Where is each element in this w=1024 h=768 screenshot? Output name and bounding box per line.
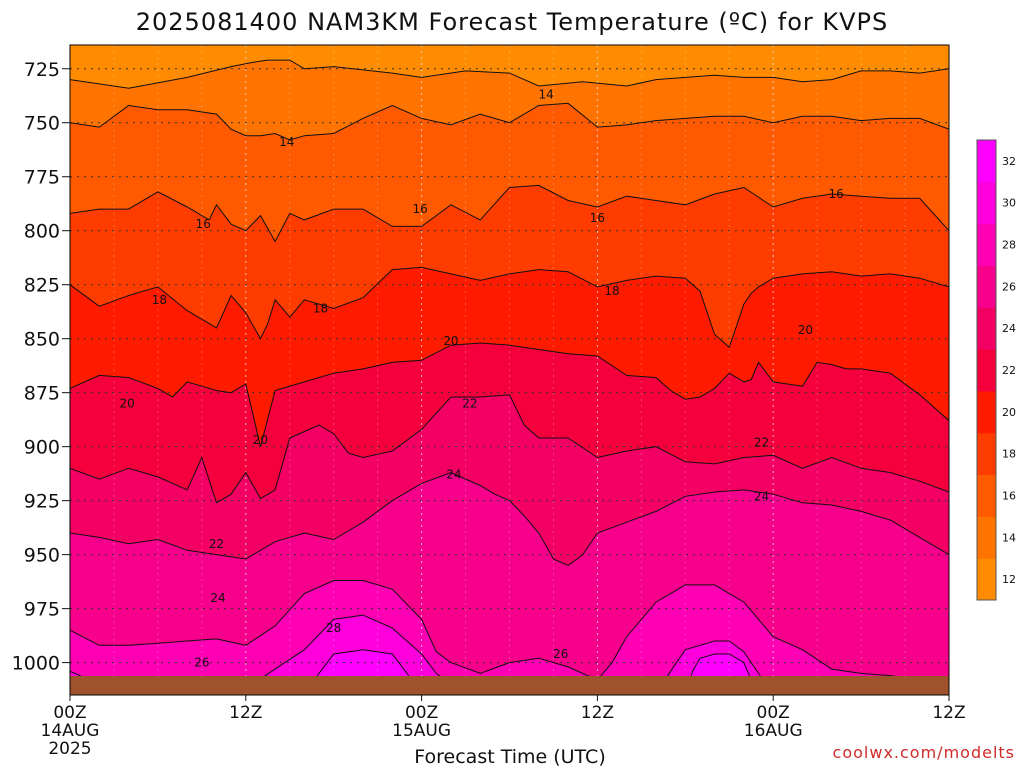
colorbar-label: 30: [1002, 197, 1016, 210]
contour-lines: [70, 59, 949, 695]
contour-16: [70, 102, 949, 141]
y-tick-label: 875: [24, 383, 60, 405]
colorbar-swatch: [977, 516, 996, 559]
x-tick-label: 12Z: [581, 703, 614, 723]
x-axis-title: Forecast Time (UTC): [414, 746, 605, 768]
y-tick-label: 975: [24, 599, 60, 621]
x-tick-label: 00Z: [405, 703, 438, 723]
contour-label: 22: [462, 396, 477, 410]
contour-label: 18: [604, 284, 619, 298]
colorbar-swatch: [977, 307, 996, 350]
x-tick-date: 14AUG: [41, 721, 100, 741]
x-tick-date: 16AUG: [744, 721, 803, 741]
contour-28: [70, 580, 949, 685]
y-axis: 725 750 775 800 825 850 875 900 925 950 975 1000: [12, 59, 70, 675]
credit-text: coolwx.com/modelts: [833, 743, 1015, 762]
colorbar-swatch: [977, 265, 996, 308]
y-tick-label: 1000: [12, 653, 60, 675]
contour-label: 24: [210, 591, 225, 605]
colorbar-label: 12: [1002, 573, 1016, 586]
x-tick-year: 2025: [48, 739, 91, 759]
colorbar-swatch: [977, 223, 996, 266]
contour-label: 16: [412, 202, 427, 216]
contour-label: 18: [313, 301, 328, 315]
contour-label: 16: [829, 187, 844, 201]
y-tick-label: 800: [24, 221, 60, 243]
chart-title: 2025081400 NAM3KM Forecast Temperature (…: [136, 8, 889, 36]
contour-32: [70, 649, 949, 695]
colorbar-label: 18: [1002, 448, 1016, 461]
contour-label: 26: [194, 656, 209, 670]
colorbar-label: 14: [1002, 531, 1016, 544]
colorbar-swatch: [977, 474, 996, 517]
contour-24: [70, 394, 949, 504]
colorbar-label: 22: [1002, 364, 1016, 377]
colorbar-frame: [976, 139, 997, 601]
x-tick-label: 00Z: [757, 703, 790, 723]
contour-label: 22: [754, 435, 769, 449]
colorbar-swatch: [977, 140, 996, 183]
colorbar-label: 32: [1002, 155, 1016, 168]
colorbar: 12 14 16 18 20 22 24 26 28 30 32: [976, 139, 1016, 601]
contour-14: [70, 59, 949, 89]
grid-lines: [70, 45, 949, 695]
contour-26: [70, 472, 949, 566]
plot-frame: [69, 44, 950, 696]
contour-18: [70, 184, 949, 243]
x-tick-date: 15AUG: [392, 721, 451, 741]
contour-label: 16: [196, 217, 211, 231]
contour-label: 20: [798, 323, 813, 337]
colorbar-swatch: [977, 390, 996, 434]
colorbar-swatch: [977, 349, 996, 392]
x-tick-label: 00Z: [53, 703, 86, 723]
contour-label: 28: [326, 621, 341, 635]
contour-label: 20: [443, 334, 458, 348]
y-tick-label: 725: [24, 59, 60, 81]
contour-label: 24: [754, 489, 769, 503]
contour-label: 24: [446, 468, 461, 482]
contour-22: [70, 342, 949, 447]
colorbar-swatch: [977, 558, 996, 601]
y-tick-label: 850: [24, 329, 60, 351]
contour-label: 18: [152, 293, 167, 307]
y-tick-label: 825: [24, 275, 60, 297]
colorbar-label: 20: [1002, 406, 1016, 419]
temperature-bands: [70, 45, 949, 695]
colorbar-label: 28: [1002, 239, 1016, 252]
colorbar-swatch: [977, 432, 996, 476]
y-tick-label: 950: [24, 545, 60, 567]
contour-label: 26: [553, 647, 568, 661]
contour-label: 14: [538, 88, 553, 102]
y-tick-label: 900: [24, 437, 60, 459]
contour-label: 22: [209, 537, 224, 551]
y-tick-label: 775: [24, 167, 60, 189]
x-tick-label: 12Z: [229, 703, 262, 723]
y-tick-label: 750: [24, 113, 60, 135]
contour-label: 16: [590, 211, 605, 225]
x-tick-label: 12Z: [932, 703, 965, 723]
y-tick-label: 925: [24, 491, 60, 513]
colorbar-label: 16: [1002, 489, 1016, 502]
colorbar-swatch: [977, 181, 996, 225]
contour-label: 14: [279, 135, 294, 149]
contour-labels: 14 14 16 16 16 16 18 18 18 20 20 20 20 22 22 22 24 24 24 26…: [119, 88, 843, 670]
ground-surface: [70, 676, 949, 695]
colorbar-label: 24: [1002, 322, 1016, 335]
contour-label: 20: [253, 433, 268, 447]
colorbar-label: 26: [1002, 280, 1016, 293]
contour-label: 20: [119, 396, 134, 410]
contour-20: [70, 266, 949, 349]
